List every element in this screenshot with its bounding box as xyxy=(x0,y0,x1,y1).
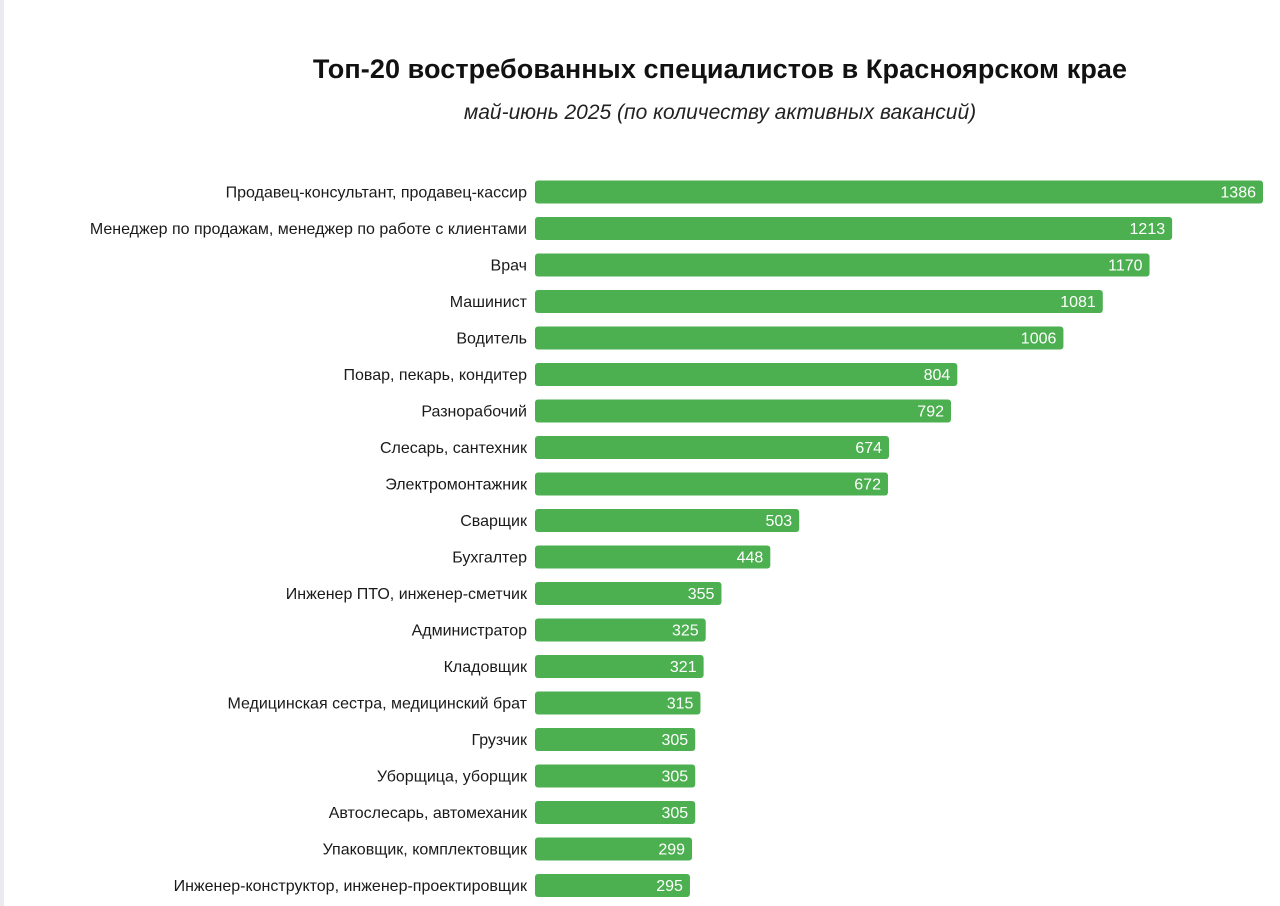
bar-group: Разнорабочий 792 xyxy=(421,399,951,423)
bar xyxy=(535,655,704,678)
bar xyxy=(535,545,771,569)
value-label: 1081 xyxy=(1060,294,1096,311)
category-label: Уборщица, уборщик xyxy=(377,769,528,786)
bar xyxy=(535,217,1173,240)
bar-group: Менеджер по продажам, менеджер по работе… xyxy=(90,217,1173,240)
category-label: Сварщик xyxy=(460,513,528,530)
category-label: Кладовщик xyxy=(444,659,528,676)
bar-group: Администратор 325 xyxy=(412,618,706,642)
category-label: Менеджер по продажам, менеджер по работе… xyxy=(90,221,527,238)
bar-group: Инженер ПТО, инженер-сметчик 355 xyxy=(286,582,722,605)
bar xyxy=(535,509,800,532)
bar-group: Автослесарь, автомеханик 305 xyxy=(329,801,696,824)
value-label: 503 xyxy=(765,513,792,530)
category-label: Инженер ПТО, инженер-сметчик xyxy=(286,586,528,603)
bar-group: Сварщик 503 xyxy=(460,509,800,532)
value-label: 305 xyxy=(661,732,688,749)
bar-group: Медицинская сестра, медицинский брат 315 xyxy=(227,691,701,715)
bar xyxy=(535,399,951,423)
category-label: Медицинская сестра, медицинский брат xyxy=(227,696,527,713)
bar xyxy=(535,436,890,459)
bar xyxy=(535,180,1263,204)
value-label: 1170 xyxy=(1108,258,1143,275)
bar xyxy=(535,363,958,386)
chart-title: Топ-20 востребованных специалистов в Кра… xyxy=(312,54,1128,84)
bar xyxy=(535,618,706,642)
bar xyxy=(535,801,696,824)
bar xyxy=(535,582,722,605)
bar xyxy=(535,326,1064,350)
bar-group: Слесарь, сантехник 674 xyxy=(380,436,890,459)
bar-group: Кладовщик 321 xyxy=(444,655,704,678)
bar xyxy=(535,253,1150,277)
bar-group: Грузчик 305 xyxy=(471,728,696,751)
bar-group: Водитель 1006 xyxy=(456,326,1064,350)
value-label: 355 xyxy=(688,586,715,603)
category-label: Слесарь, сантехник xyxy=(380,440,528,457)
bar xyxy=(535,472,888,496)
value-label: 305 xyxy=(661,805,688,822)
bar-group: Бухгалтер 448 xyxy=(452,545,771,569)
bar xyxy=(535,764,696,788)
value-label: 804 xyxy=(924,367,951,384)
category-label: Администратор xyxy=(412,623,528,640)
value-label: 448 xyxy=(737,550,764,567)
category-label: Грузчик xyxy=(471,732,528,749)
value-label: 321 xyxy=(670,659,697,676)
category-label: Продавец-консультант, продавец-кассир xyxy=(226,185,527,202)
category-label: Повар, пекарь, кондитер xyxy=(344,367,528,384)
bar xyxy=(535,837,693,861)
category-label: Врач xyxy=(491,258,527,275)
bar xyxy=(535,290,1103,313)
value-label: 325 xyxy=(672,623,699,640)
bar-group: Врач 1170 xyxy=(491,253,1150,277)
value-label: 1006 xyxy=(1021,331,1057,348)
bar-group: Продавец-консультант, продавец-кассир 138… xyxy=(226,180,1263,204)
bar-group: Машинист 1081 xyxy=(450,290,1103,313)
bar-group: Повар, пекарь, кондитер 804 xyxy=(344,363,958,386)
category-label: Водитель xyxy=(456,331,527,348)
value-label: 674 xyxy=(855,440,882,457)
category-label: Инженер-конструктор, инженер-проектировщ… xyxy=(174,878,528,895)
bar xyxy=(535,691,701,715)
category-label: Электромонтажник xyxy=(385,477,528,494)
bar xyxy=(535,874,690,897)
bar-group: Упаковщик, комплектовщик 299 xyxy=(323,837,693,861)
value-label: 672 xyxy=(854,477,881,494)
category-label: Упаковщик, комплектовщик xyxy=(323,842,528,859)
value-label: 1213 xyxy=(1130,221,1166,238)
value-label: 792 xyxy=(917,404,944,421)
value-label: 299 xyxy=(658,842,685,859)
value-label: 1386 xyxy=(1220,185,1256,202)
bar xyxy=(535,728,696,751)
category-label: Разнорабочий xyxy=(421,404,527,421)
bar-group: Инженер-конструктор, инженер-проектировщ… xyxy=(174,874,690,897)
value-label: 295 xyxy=(656,878,683,895)
category-label: Машинист xyxy=(450,294,528,311)
bar-group: Уборщица, уборщик 305 xyxy=(377,764,696,788)
category-label: Бухгалтер xyxy=(452,550,527,567)
value-label: 315 xyxy=(667,696,694,713)
bar-group: Электромонтажник 672 xyxy=(385,472,888,496)
category-label: Автослесарь, автомеханик xyxy=(329,805,528,822)
value-label: 305 xyxy=(661,769,688,786)
left-edge-strip xyxy=(0,0,4,906)
chart-subtitle: май-июнь 2025 (по количеству активных ва… xyxy=(463,101,977,124)
